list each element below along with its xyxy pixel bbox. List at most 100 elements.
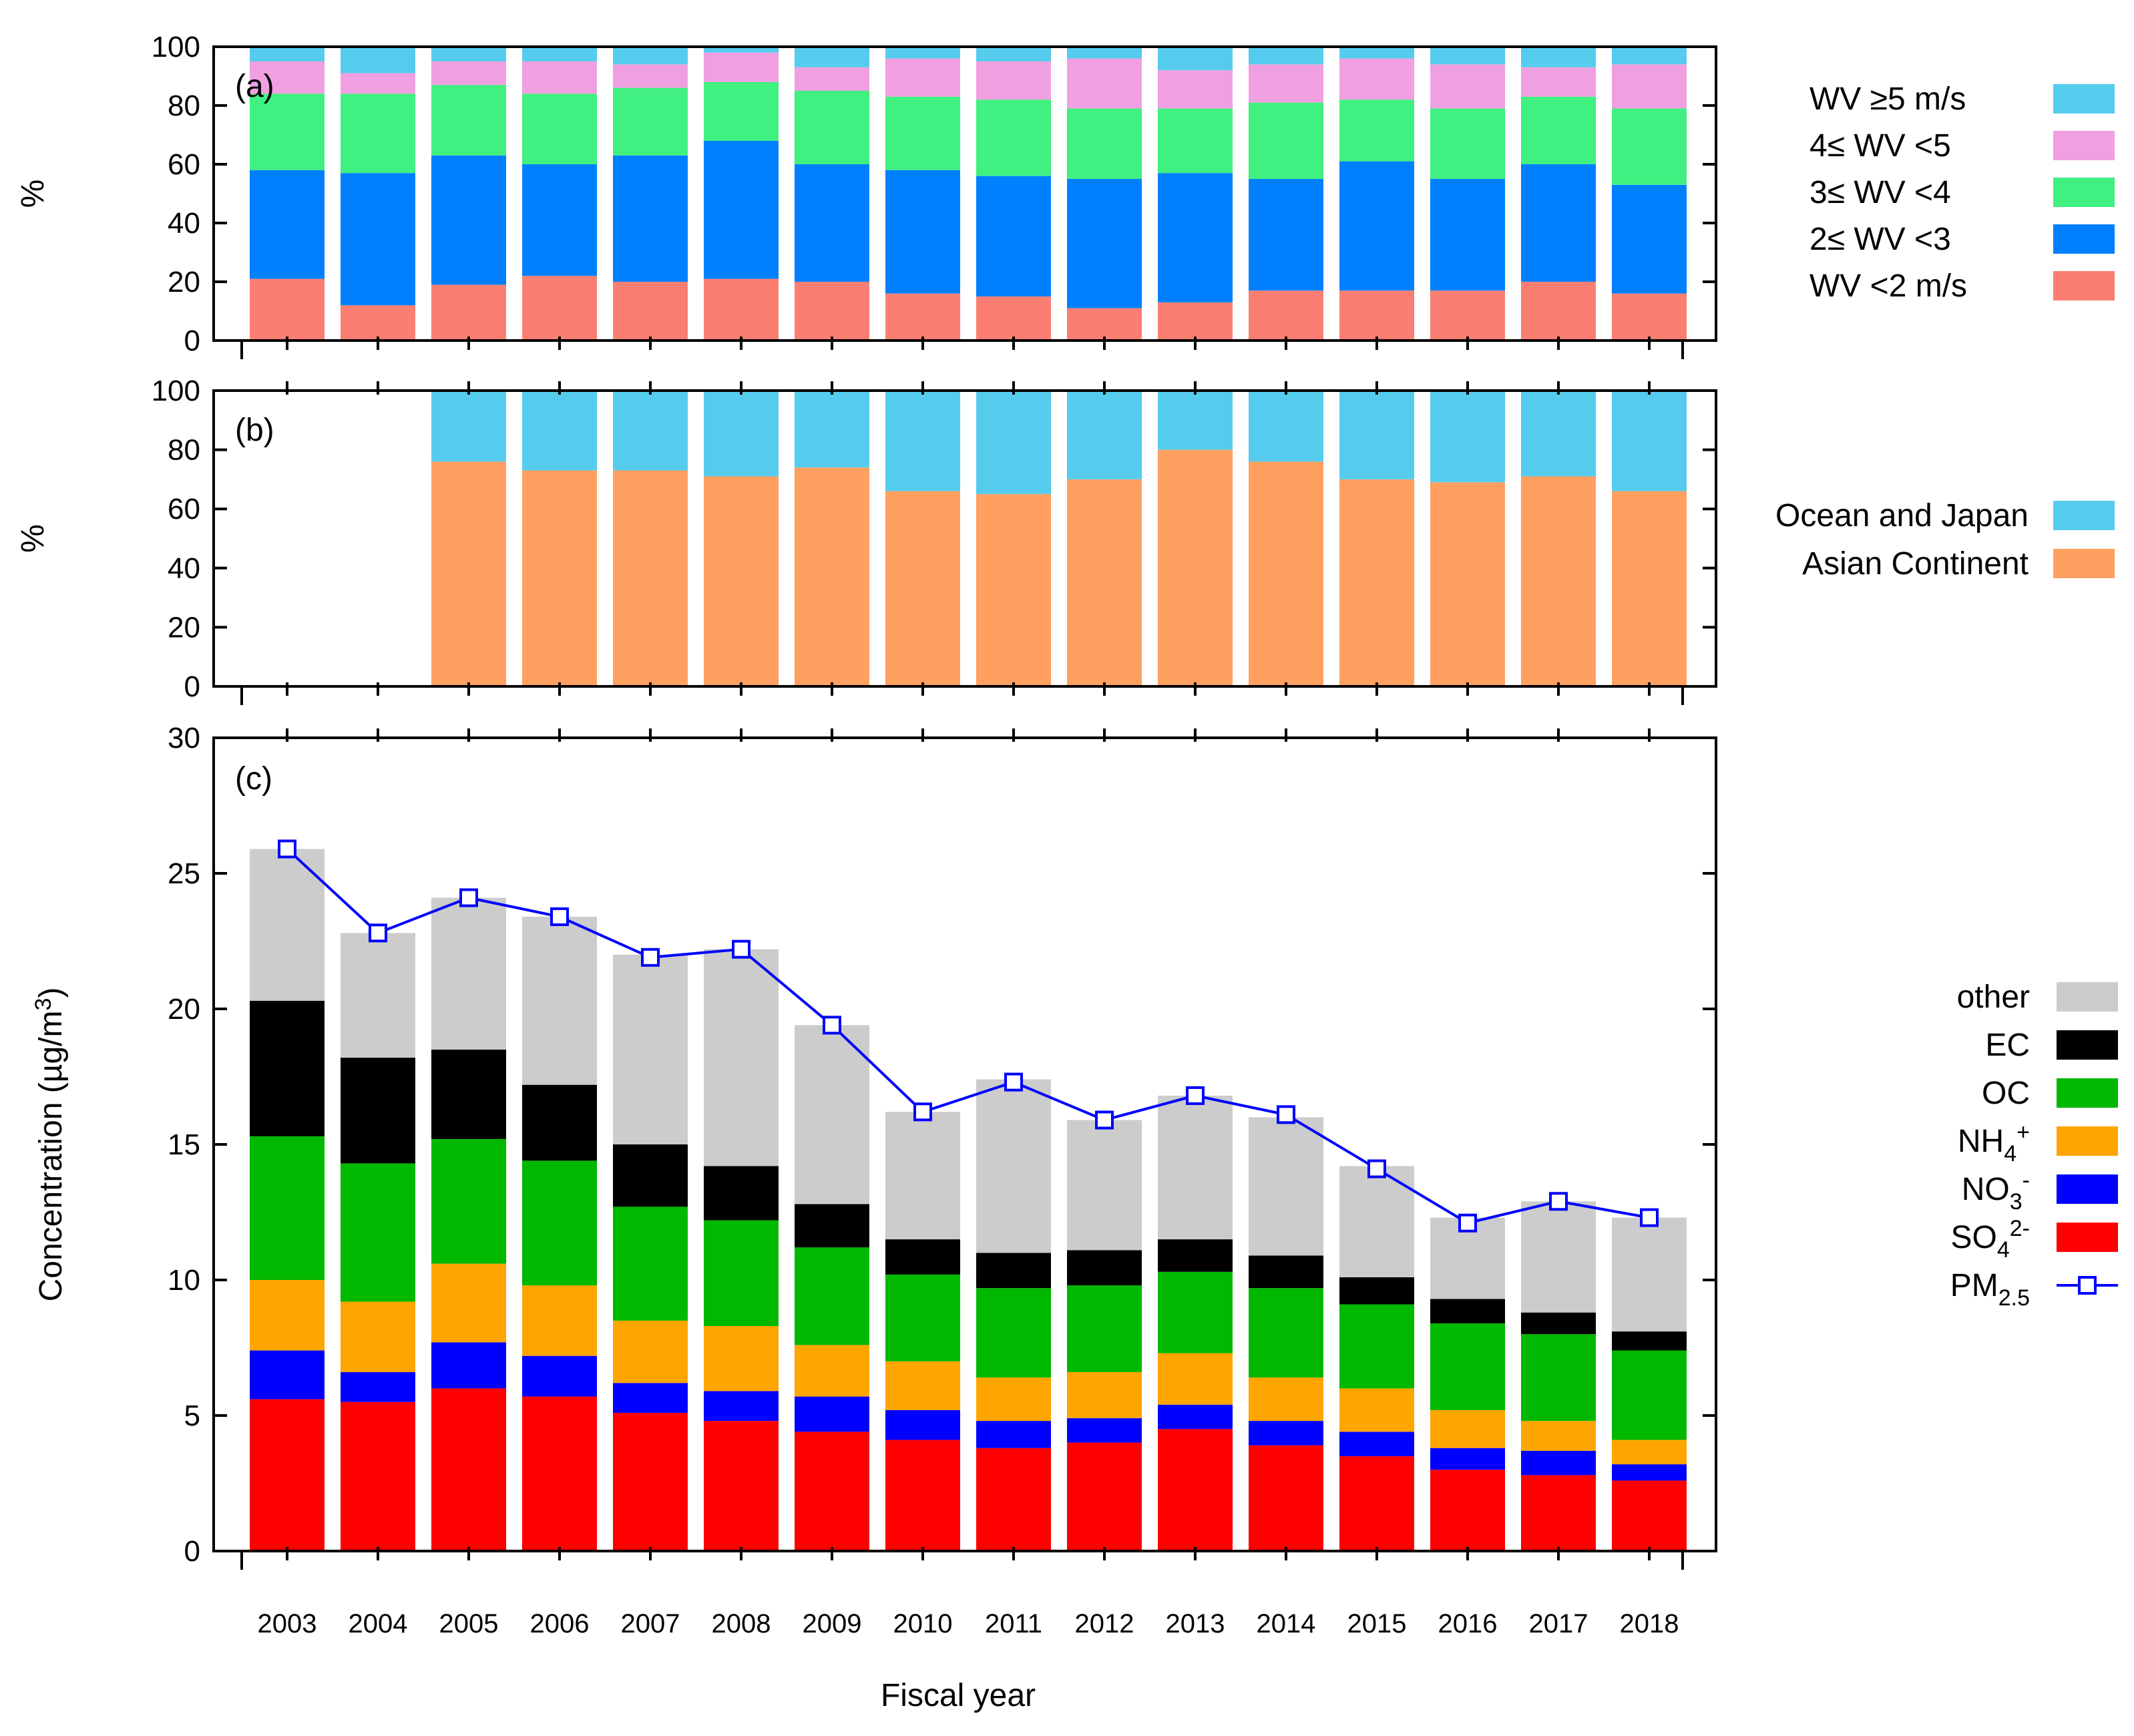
legend-label: WV <2 m/s	[1809, 268, 1967, 304]
x-tick-label: 2007	[621, 1609, 680, 1639]
bar-segment	[1339, 99, 1414, 162]
pm25-point	[1367, 1159, 1386, 1178]
bar-segment	[1249, 1255, 1323, 1289]
bar-segment	[522, 276, 597, 341]
bar-segment	[613, 391, 688, 471]
bar-segment	[613, 470, 688, 686]
bar-segment	[1612, 1440, 1687, 1465]
bar-segment	[1158, 1404, 1233, 1430]
bar-segment	[885, 170, 960, 294]
bar-segment	[341, 1301, 415, 1373]
pm25-line	[286, 847, 1650, 1225]
bar-segment	[1430, 1448, 1505, 1470]
x-tick-label: 2005	[439, 1609, 499, 1639]
bar-segment	[250, 1399, 325, 1551]
bar-segment	[1430, 47, 1505, 65]
bar-segment	[704, 1421, 779, 1551]
bar-segment	[1612, 1217, 1687, 1332]
bar-segment	[613, 282, 688, 341]
x-tick-label: 2009	[803, 1609, 862, 1639]
x-tick-label: 2018	[1620, 1609, 1679, 1639]
y-tick-label: 0	[184, 324, 200, 357]
pm25-point	[1186, 1086, 1205, 1105]
bar-segment	[1067, 1285, 1142, 1373]
panel-label: (a)	[235, 69, 274, 104]
bar-segment	[1339, 58, 1414, 100]
bar-segment	[1339, 1304, 1414, 1389]
bar-segment	[341, 1401, 415, 1551]
y-tick-label: 80	[168, 89, 200, 122]
pm25-point	[732, 939, 751, 959]
x-tick-label: 2008	[712, 1609, 771, 1639]
bar-segment	[795, 164, 869, 282]
legend-swatch	[2053, 271, 2115, 300]
bar-segment	[1430, 64, 1505, 109]
bar-segment	[1158, 1239, 1233, 1272]
pm25-point	[1549, 1192, 1568, 1211]
bar-segment	[704, 1220, 779, 1327]
bar-segment	[1430, 1299, 1505, 1323]
bar-segment	[976, 1421, 1051, 1448]
bar-segment	[341, 933, 415, 1058]
bar-segment	[1612, 1350, 1687, 1440]
bar-segment	[1067, 391, 1142, 479]
x-axis-title: Fiscal year	[881, 1678, 1036, 1713]
legend-swatch	[2053, 501, 2115, 530]
bar-segment	[885, 391, 960, 491]
bar-segment	[522, 470, 597, 686]
x-tick-label: 2011	[985, 1609, 1042, 1639]
bar-segment	[613, 1144, 688, 1207]
bar-segment	[795, 1396, 869, 1432]
bar-segment	[795, 467, 869, 686]
bar-segment	[885, 293, 960, 341]
bar-segment	[795, 67, 869, 91]
legend-swatch	[2057, 1030, 2118, 1060]
y-tick-label: 40	[168, 207, 200, 240]
bar-segment	[885, 96, 960, 170]
bar-segment	[522, 61, 597, 94]
pm25-point	[1004, 1072, 1023, 1092]
bar-segment	[341, 1163, 415, 1302]
legend: Ocean and Japan Asian Continent	[1775, 498, 2115, 582]
y-tick-label: 15	[168, 1128, 200, 1161]
y-tick-label: 0	[184, 670, 200, 703]
bar-segment	[795, 1204, 869, 1248]
legend-label: SO42-	[1950, 1216, 2030, 1263]
bar-segment	[1521, 391, 1596, 477]
bar-segment	[1612, 1464, 1687, 1481]
series-other	[250, 849, 1687, 1332]
x-tick-label: 2010	[893, 1609, 953, 1639]
panel-label: (c)	[235, 761, 272, 797]
x-tick-label: 2004	[349, 1609, 408, 1639]
bar-segment	[976, 176, 1051, 296]
y-tick-label: 0	[184, 1535, 200, 1568]
legend-swatch	[2053, 549, 2115, 578]
x-tick-label: 2003	[258, 1609, 317, 1639]
legend-swatch	[2057, 1078, 2118, 1108]
bar-segment	[1067, 1120, 1142, 1251]
bar-segment	[1249, 179, 1323, 291]
bar-segment	[885, 1409, 960, 1440]
bar-segment	[1158, 1271, 1233, 1353]
bar-segment	[1158, 173, 1233, 302]
legend-marker	[2078, 1276, 2097, 1295]
bar-segment	[1521, 67, 1596, 97]
bar-segment	[1339, 1456, 1414, 1551]
bar-segment	[1158, 47, 1233, 71]
bar-segment	[795, 1432, 869, 1551]
bar-segment	[1158, 1095, 1233, 1240]
bar-segment	[1430, 108, 1505, 179]
bar-segment	[341, 1372, 415, 1402]
bar-segment	[613, 954, 688, 1144]
series-4-wv-5	[250, 52, 1687, 109]
bar-segment	[431, 155, 506, 285]
bar-segment	[704, 52, 779, 82]
x-tick-label: 2017	[1529, 1609, 1588, 1639]
bar-segment	[250, 1280, 325, 1351]
pm25-point	[1640, 1208, 1659, 1227]
bar-segment	[1067, 1442, 1142, 1551]
bar-segment	[795, 1247, 869, 1345]
pm25-point	[550, 907, 569, 926]
bar-segment	[704, 1326, 779, 1391]
bar-segment	[704, 1166, 779, 1221]
